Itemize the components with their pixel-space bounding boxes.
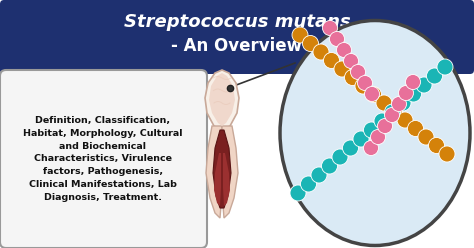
Polygon shape: [222, 126, 238, 218]
Circle shape: [343, 140, 358, 156]
Polygon shape: [206, 126, 222, 218]
Circle shape: [332, 149, 348, 165]
Circle shape: [428, 137, 445, 154]
FancyBboxPatch shape: [0, 0, 474, 74]
Circle shape: [427, 68, 443, 84]
Circle shape: [365, 87, 382, 102]
Circle shape: [334, 61, 350, 77]
FancyBboxPatch shape: [0, 70, 207, 248]
Polygon shape: [205, 70, 239, 130]
Circle shape: [353, 131, 369, 147]
Circle shape: [405, 74, 420, 90]
Circle shape: [376, 95, 392, 111]
Circle shape: [397, 112, 413, 128]
Circle shape: [355, 78, 371, 94]
Circle shape: [439, 146, 455, 162]
Circle shape: [302, 35, 319, 52]
Circle shape: [399, 86, 413, 100]
Circle shape: [345, 69, 361, 86]
Circle shape: [344, 54, 358, 68]
Circle shape: [323, 53, 339, 68]
Polygon shape: [209, 73, 235, 126]
Circle shape: [364, 122, 380, 138]
Circle shape: [377, 119, 392, 133]
Circle shape: [437, 59, 453, 75]
Circle shape: [408, 121, 423, 136]
Circle shape: [301, 176, 317, 192]
Circle shape: [350, 64, 365, 80]
Circle shape: [371, 129, 385, 145]
Circle shape: [311, 167, 327, 183]
Circle shape: [290, 185, 306, 201]
Text: - An Overview: - An Overview: [172, 37, 302, 55]
Circle shape: [418, 129, 434, 145]
Circle shape: [384, 107, 400, 123]
Text: Definition, Classification,
Habitat, Morphology, Cultural
and Biochemical
Charac: Definition, Classification, Habitat, Mor…: [23, 116, 183, 202]
Circle shape: [357, 75, 373, 91]
Polygon shape: [223, 153, 230, 206]
Circle shape: [329, 31, 345, 47]
Circle shape: [395, 95, 411, 111]
Polygon shape: [213, 130, 231, 208]
Circle shape: [364, 141, 379, 155]
Circle shape: [292, 27, 308, 43]
Polygon shape: [214, 153, 221, 206]
Circle shape: [405, 86, 421, 102]
Circle shape: [416, 77, 432, 93]
Circle shape: [322, 21, 337, 35]
Circle shape: [313, 44, 329, 60]
Circle shape: [392, 96, 407, 112]
Circle shape: [321, 158, 337, 174]
Circle shape: [374, 113, 390, 129]
Ellipse shape: [280, 21, 470, 246]
Circle shape: [337, 42, 352, 58]
Circle shape: [384, 104, 401, 120]
Text: Streptococcus mutans: Streptococcus mutans: [124, 13, 350, 31]
Circle shape: [365, 87, 380, 101]
Circle shape: [386, 103, 402, 120]
